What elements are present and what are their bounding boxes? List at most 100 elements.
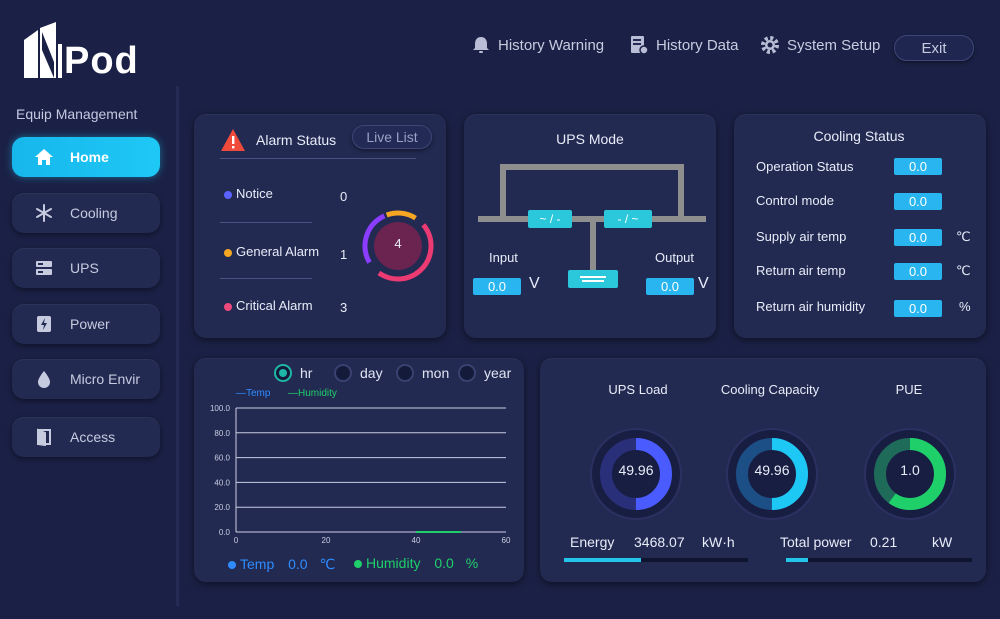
current-temp-unit: ℃	[319, 556, 336, 572]
home-icon	[32, 145, 56, 169]
gauge-value: 1.0	[900, 462, 920, 478]
alarm-total: 4	[394, 236, 402, 251]
nav-history-data[interactable]: History Data	[628, 34, 739, 56]
divider	[220, 158, 416, 159]
gauge-value: 49.96	[754, 462, 790, 478]
radio-label: day	[360, 365, 383, 381]
ups-input-label: Input	[489, 250, 518, 265]
document-chart-icon	[628, 34, 650, 56]
door-icon	[32, 425, 56, 449]
sidebar-item-label: Access	[70, 429, 116, 445]
radio-label: year	[484, 365, 512, 381]
y-tick-label: 60.0	[214, 454, 230, 463]
current-temp: Temp 0.0 ℃	[228, 556, 335, 573]
sidebar-item-label: Cooling	[70, 205, 118, 221]
total-power-unit: kW	[932, 534, 953, 550]
ups-mode-diagram	[478, 164, 706, 288]
trend-chart-panel: hr day mon year —Temp —Humidity 0.0 20.0 4…	[194, 358, 524, 582]
energy-label: Energy	[570, 534, 615, 550]
radio-indicator	[396, 364, 414, 382]
cooling-title: Cooling Status	[813, 128, 905, 144]
power-icon	[32, 312, 56, 336]
current-humidity-label: Humidity	[366, 555, 421, 571]
metrics-panel: UPS Load Cooling Capacity PUE 49.96 49.9…	[540, 358, 986, 582]
y-tick-label: 100.0	[210, 404, 231, 413]
sidebar-item-label: Home	[70, 149, 109, 165]
cooling-row-unit: %	[959, 299, 971, 314]
alarm-row-count: 3	[340, 300, 348, 315]
alarm-total-ring	[362, 210, 434, 282]
legend-temp: —Temp	[236, 388, 271, 399]
y-tick-label: 20.0	[214, 503, 230, 512]
nav-label: History Data	[656, 36, 739, 54]
range-hr-radio[interactable]: hr	[274, 364, 312, 382]
cooling-row-label: Return air humidity	[756, 299, 866, 314]
humidity-dot	[354, 560, 362, 569]
range-mon-radio[interactable]: mon	[396, 364, 449, 382]
alarm-title: Alarm Status	[256, 132, 337, 148]
notice-dot	[224, 190, 232, 199]
range-year-radio[interactable]: year	[458, 364, 511, 382]
current-humidity-value: 0.0	[434, 555, 454, 571]
gauge-label: Cooling Capacity	[720, 382, 820, 397]
exit-button[interactable]: Exit	[894, 35, 974, 61]
current-temp-value: 0.0	[288, 556, 308, 572]
general-alarm-dot	[224, 248, 232, 257]
droplet-icon	[32, 367, 56, 391]
radio-indicator	[274, 364, 292, 382]
alarm-row-count: 0	[340, 189, 348, 204]
range-day-radio[interactable]: day	[334, 364, 383, 382]
cooling-row-label: Return air temp	[756, 263, 846, 278]
cooling-row-label: Operation Status	[756, 159, 854, 174]
alarm-row-label: Notice	[236, 186, 273, 201]
alarm-row-critical: Critical Alarm	[224, 298, 313, 313]
gauge-label: UPS Load	[608, 382, 668, 397]
radio-label: hr	[300, 365, 313, 381]
sidebar-item-ups[interactable]: UPS	[12, 248, 160, 288]
bell-icon	[470, 34, 492, 56]
sidebar-item-power[interactable]: Power	[12, 304, 160, 344]
sidebar-divider	[176, 86, 179, 606]
cooling-row-value: 0.0	[894, 158, 942, 175]
gauge-arc	[736, 438, 808, 510]
ups-output-unit: V	[698, 275, 709, 292]
y-tick-label: 0.0	[219, 528, 231, 537]
energy-value: 3468.07	[634, 534, 685, 550]
current-temp-label: Temp	[240, 556, 275, 572]
sidebar-item-home[interactable]: Home	[12, 137, 160, 177]
live-list-button[interactable]: Live List	[352, 125, 432, 149]
power-bar	[786, 558, 972, 562]
x-tick-label: 40	[412, 536, 421, 545]
gauge-center	[613, 451, 659, 497]
cooling-row-label: Control mode	[756, 193, 835, 208]
legend-temp-label: Temp	[246, 388, 271, 399]
alarm-row-label: General Alarm	[236, 244, 320, 259]
x-tick-label: 0	[234, 536, 239, 545]
radio-label: mon	[422, 365, 450, 381]
cooling-row-unit: ℃	[956, 263, 971, 278]
alarm-row-general: General Alarm	[224, 244, 319, 259]
energy-bar	[564, 558, 748, 562]
cooling-row-value: 0.0	[894, 263, 942, 280]
ups-inverter-symbol: - / ~	[617, 212, 639, 226]
nav-system-setup[interactable]: System Setup	[759, 34, 880, 56]
nav-label: History Warning	[498, 36, 605, 54]
energy-unit: kW·h	[702, 534, 735, 550]
sidebar-item-access[interactable]: Access	[12, 417, 160, 457]
total-power-value: 0.21	[870, 534, 898, 550]
ups-icon	[32, 256, 56, 280]
sidebar-item-cooling[interactable]: Cooling	[12, 193, 160, 233]
ups-input-value: 0.0	[473, 278, 521, 295]
gauge-center	[749, 451, 795, 497]
gauge-label: PUE	[895, 382, 923, 397]
nav-history-warning[interactable]: History Warning	[470, 34, 604, 56]
pue-gauge	[864, 428, 956, 520]
cooling-row-unit: ℃	[956, 229, 971, 244]
radio-indicator	[334, 364, 352, 382]
ups-mode-panel: UPS Mode ~ / - - / ~ Input 0.0 V Output …	[464, 114, 716, 338]
sidebar-item-micro-envir[interactable]: Micro Envir	[12, 359, 160, 399]
nav-label: System Setup	[787, 36, 881, 54]
ups-load-gauge	[590, 428, 682, 520]
snowflake-icon	[32, 201, 56, 225]
divider	[220, 278, 312, 279]
